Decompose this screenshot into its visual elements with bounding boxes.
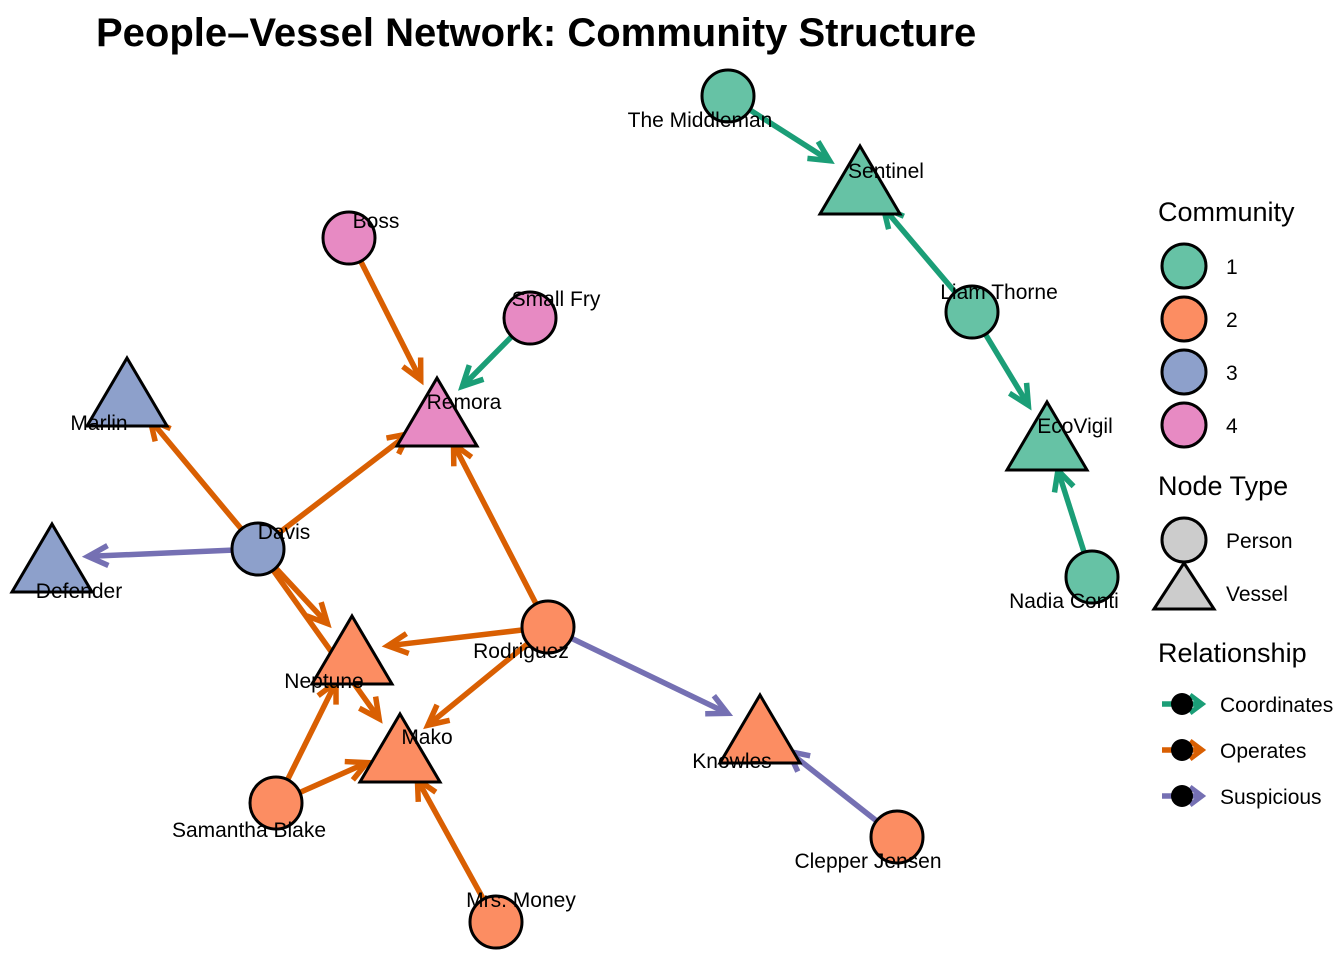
legend-community-label-1: 1 (1226, 256, 1238, 279)
legend-node-type-key-person (1160, 516, 1208, 564)
node-label-sentinel: Sentinel (848, 160, 924, 183)
legend-node-type-item-person: Person (1160, 516, 1293, 564)
legend-relationship-item-suspicious: Suspicious (1162, 785, 1322, 809)
legend: Community 1 2 3 4 Node Type Person Vessel Re… (1151, 197, 1333, 809)
node-label-neptune: Neptune (284, 670, 363, 693)
labels-layer: The Middleman Sentinel Liam Thorne EcoVigil… (36, 109, 1119, 912)
legend-community-label-3: 3 (1226, 362, 1238, 385)
node-samantha-blake (248, 775, 304, 831)
node-remora (394, 375, 480, 448)
legend-node-type-title: Node Type (1158, 471, 1288, 501)
node-the-middleman (700, 68, 756, 124)
legend-node-type-item-vessel: Vessel (1151, 560, 1288, 611)
legend-node-type-label-vessel: Vessel (1226, 583, 1288, 606)
node-defender (9, 521, 95, 594)
edge-rodriguez-to-remora (450, 438, 539, 606)
legend-relationship-key-operates (1162, 739, 1207, 761)
edges-layer (81, 107, 1087, 901)
legend-community-key-1 (1160, 242, 1208, 290)
node-label-boss: Boss (353, 210, 400, 233)
edge-clepper-jensen-to-knowles (783, 747, 879, 824)
nodes-layer (9, 68, 1120, 950)
node-label-remora: Remora (427, 391, 502, 414)
edge-nadia-conti-to-ecovigil (1051, 464, 1087, 554)
node-davis (230, 521, 286, 577)
legend-community-key-2 (1160, 295, 1208, 343)
node-liam-thorne (944, 284, 1000, 340)
edge-rodriguez-to-neptune (381, 627, 523, 656)
legend-relationship-label-suspicious: Suspicious (1220, 786, 1322, 809)
edge-liam-thorne-to-sentinel (879, 202, 958, 294)
edge-davis-to-neptune (273, 566, 332, 629)
node-label-marlin: Marlin (70, 412, 127, 435)
legend-node-type-label-person: Person (1226, 530, 1293, 553)
node-label-mako: Mako (401, 726, 452, 749)
legend-community-title: Community (1158, 197, 1295, 227)
node-label-liam-thorne: Liam Thorne (940, 281, 1058, 304)
edge-davis-to-remora (276, 430, 414, 536)
edge-davis-to-marlin (146, 414, 244, 531)
legend-community-item-2: 2 (1160, 295, 1238, 343)
node-sentinel (817, 143, 903, 216)
legend-relationship-key-coordinates (1162, 693, 1207, 715)
edge-davis-to-mako (270, 568, 383, 724)
node-label-defender: Defender (36, 580, 122, 603)
edge-small-fry-to-remora (457, 334, 514, 391)
node-label-small-fry: Small Fry (512, 288, 601, 311)
node-label-knowles: Knowles (692, 750, 771, 773)
legend-community-label-4: 4 (1226, 415, 1238, 438)
legend-community-items: 1 2 3 4 (1160, 242, 1238, 449)
legend-relationship-title: Relationship (1158, 638, 1307, 668)
legend-relationship-key-suspicious (1162, 785, 1207, 807)
node-label-rodriguez: Rodriguez (473, 640, 569, 663)
node-label-nadia-conti: Nadia Conti (1009, 590, 1119, 613)
legend-relationship-item-operates: Operates (1162, 739, 1306, 763)
edge-liam-thorne-to-ecovigil (983, 332, 1032, 411)
node-label-clepper-jensen: Clepper Jensen (794, 850, 941, 873)
node-label-samantha-blake: Samantha Blake (172, 819, 326, 842)
legend-community-item-4: 4 (1160, 401, 1238, 449)
edge-davis-to-defender (81, 543, 233, 569)
node-mrs-money (468, 894, 524, 950)
legend-community-label-2: 2 (1226, 309, 1238, 332)
legend-relationship-items: Coordinates Operates Suspicious (1162, 693, 1333, 809)
legend-community-key-3 (1160, 348, 1208, 396)
legend-relationship-label-operates: Operates (1220, 740, 1306, 763)
node-rodriguez (520, 599, 576, 655)
node-label-the-middleman: The Middleman (628, 109, 773, 132)
edge-mrs-money-to-mako (414, 774, 486, 901)
legend-node-type-key-vessel (1151, 560, 1217, 611)
edge-samantha-blake-to-mako (298, 758, 373, 795)
node-mako (357, 711, 443, 784)
edge-rodriguez-to-knowles (570, 635, 734, 717)
node-label-davis: Davis (258, 521, 311, 544)
legend-community-key-4 (1160, 401, 1208, 449)
node-label-mrs-money: Mrs. Money (466, 889, 576, 912)
node-nadia-conti (1064, 549, 1120, 605)
legend-node-type-items: Person Vessel (1151, 516, 1293, 611)
edge-rodriguez-to-mako (423, 641, 530, 730)
node-knowles (717, 692, 803, 765)
legend-community-item-1: 1 (1160, 242, 1238, 290)
node-marlin (84, 355, 170, 428)
edge-samantha-blake-to-neptune (285, 676, 339, 781)
edge-the-middleman-to-sentinel (748, 107, 835, 164)
legend-relationship-label-coordinates: Coordinates (1220, 694, 1333, 717)
chart-title: People–Vessel Network: Community Structu… (96, 11, 976, 55)
node-clepper-jensen (869, 809, 925, 865)
node-ecovigil (1004, 399, 1090, 472)
node-neptune (309, 613, 395, 686)
legend-relationship-item-coordinates: Coordinates (1162, 693, 1333, 717)
edge-boss-to-remora (358, 259, 424, 386)
node-small-fry (502, 290, 558, 346)
legend-community-item-3: 3 (1160, 348, 1238, 396)
node-label-ecovigil: EcoVigil (1037, 415, 1113, 438)
node-boss (321, 210, 377, 266)
